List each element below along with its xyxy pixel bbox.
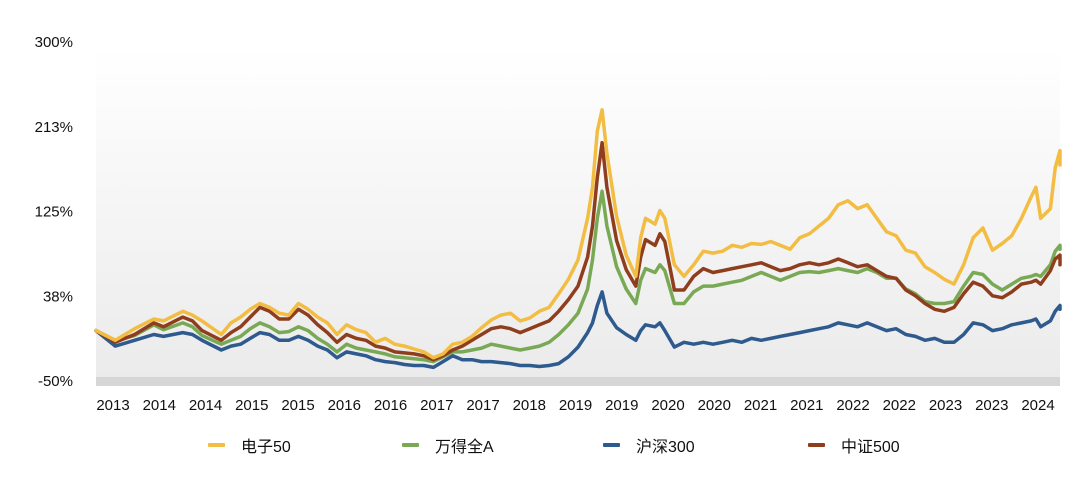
x-tick-label: 2019 xyxy=(605,397,638,414)
series-line-hs300 xyxy=(94,290,1062,370)
legend-item-csi500: 中证500 xyxy=(808,432,900,458)
y-tick-label: 300% xyxy=(35,34,73,51)
x-tick-label: 2014 xyxy=(189,397,222,414)
plot-area xyxy=(96,48,1060,377)
x-tick-label: 2020 xyxy=(651,397,684,414)
legend-swatch-hs300 xyxy=(603,443,620,447)
legend-label-wind-all-a: 万得全A xyxy=(435,439,494,456)
x-tick-label: 2022 xyxy=(883,397,916,414)
legend-item-dianzi50: 电子50 xyxy=(208,432,291,458)
x-tick-label: 2014 xyxy=(143,397,176,414)
x-tick-label: 2017 xyxy=(420,397,453,414)
x-tick-label: 2023 xyxy=(975,397,1008,414)
x-tick-label: 2018 xyxy=(513,397,546,414)
x-tick-label: 2023 xyxy=(929,397,962,414)
x-tick-label: 2015 xyxy=(235,397,268,414)
x-tick-label: 2021 xyxy=(744,397,777,414)
legend-swatch-dianzi50 xyxy=(208,443,225,447)
x-tick-label: 2022 xyxy=(836,397,869,414)
y-tick-label: 38% xyxy=(43,288,73,305)
legend: 电子50 万得全A 沪深300 中证500 xyxy=(0,432,1088,458)
x-tick-label: 2017 xyxy=(466,397,499,414)
x-tick-label: 2013 xyxy=(96,397,129,414)
series-lines xyxy=(94,108,1062,370)
y-tick-label: -50% xyxy=(38,373,73,390)
x-axis-ticks: 2013 2014 2014 2015 2015 2016 2016 2017 2017 2018… xyxy=(96,397,1054,414)
x-tick-label: 2021 xyxy=(790,397,823,414)
legend-item-wind-all-a: 万得全A xyxy=(402,432,494,458)
legend-label-hs300: 沪深300 xyxy=(636,439,695,456)
x-tick-label: 2016 xyxy=(374,397,407,414)
series-line-csi500 xyxy=(94,140,1062,362)
y-tick-label: 213% xyxy=(35,119,73,136)
x-axis-band xyxy=(96,377,1060,386)
legend-swatch-csi500 xyxy=(808,443,825,447)
x-tick-label: 2020 xyxy=(698,397,731,414)
legend-label-csi500: 中证500 xyxy=(841,439,900,456)
legend-swatch-wind-all-a xyxy=(402,443,419,447)
y-axis-ticks: 300% 213% 125% 38% -50% xyxy=(35,34,73,390)
y-tick-label: 125% xyxy=(35,204,73,221)
x-tick-label: 2015 xyxy=(281,397,314,414)
legend-label-dianzi50: 电子50 xyxy=(241,439,291,456)
series-line-dianzi50 xyxy=(94,108,1062,360)
x-tick-label: 2024 xyxy=(1021,397,1054,414)
x-tick-label: 2019 xyxy=(559,397,592,414)
x-tick-label: 2016 xyxy=(328,397,361,414)
legend-item-hs300: 沪深300 xyxy=(603,432,695,458)
